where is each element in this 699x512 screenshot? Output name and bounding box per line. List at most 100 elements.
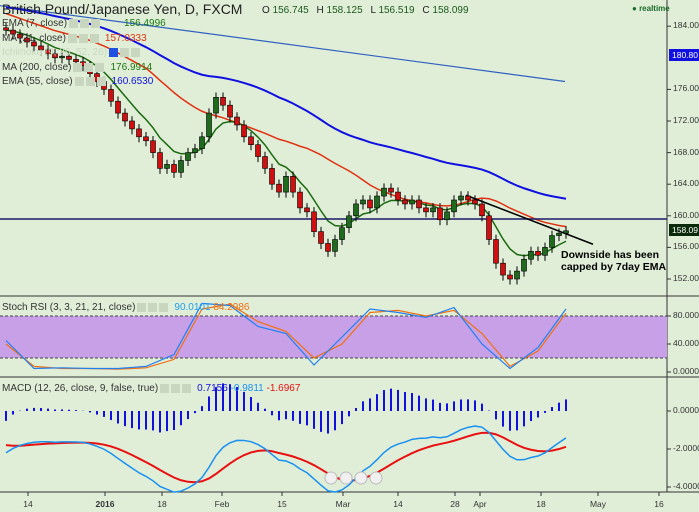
candle-body <box>472 199 478 205</box>
candle-body <box>437 207 443 221</box>
legend-ema55[interactable]: EMA (55, close) 160.6530 <box>2 76 153 87</box>
close-icon[interactable] <box>89 33 99 43</box>
candle-body <box>129 120 135 130</box>
candle-body <box>367 199 373 209</box>
candle-body <box>535 251 541 256</box>
candle-body <box>136 128 142 138</box>
candle-body <box>451 199 457 213</box>
visibility-icon[interactable] <box>160 383 170 393</box>
close-label: C <box>422 5 430 16</box>
candle-body <box>199 136 205 149</box>
legend-label: EMA (7, close) <box>2 18 68 29</box>
last-price-tag: 158.09 <box>669 224 699 236</box>
price-tick-label: 172.0000 <box>673 115 699 125</box>
candle-body <box>444 211 450 221</box>
stoch-d-value: 84.2986 <box>213 302 250 313</box>
legend-macd[interactable]: MACD (12, 26, close, 9, false, true) 0.71… <box>2 383 300 394</box>
candle-body <box>59 55 65 59</box>
legend-label: MACD (12, 26, close, 9, false, true) <box>2 383 159 394</box>
candle-body <box>430 207 436 213</box>
visibility-icon[interactable] <box>137 302 147 312</box>
date-tick-label: 16 <box>654 499 664 509</box>
visibility-icon[interactable] <box>67 33 77 43</box>
candle-body <box>150 140 156 153</box>
macd-hist-value: 0.7156 <box>197 383 228 394</box>
candle-body <box>318 231 324 244</box>
close-icon[interactable] <box>182 383 192 393</box>
candle-body <box>507 274 513 280</box>
macd-tick-label: 0.0000 <box>673 405 699 415</box>
price-tick-label: 164.0000 <box>673 178 699 189</box>
scroll-right-button[interactable] <box>369 471 383 485</box>
legend-ma21[interactable]: MA (21, close) 157.0333 <box>2 33 147 44</box>
ma200-line <box>0 5 566 83</box>
zoom-out-button[interactable] <box>339 471 353 485</box>
candle-body <box>416 199 422 209</box>
close-icon[interactable] <box>131 47 141 57</box>
candle-body <box>185 152 191 161</box>
close-icon[interactable] <box>95 62 105 72</box>
stoch-tick-label: 0.0000 <box>673 366 699 376</box>
legend-ema7[interactable]: EMA (7, close) 156.4996 <box>2 18 166 29</box>
candle-body <box>248 136 254 146</box>
open-value: 156.745 <box>272 5 309 16</box>
date-tick-label: 18 <box>157 499 167 509</box>
legend-label: MA (21, close) <box>2 33 66 44</box>
legend-label: Stoch RSI (3, 3, 21, 21, close) <box>2 302 136 313</box>
gear-icon[interactable] <box>78 33 88 43</box>
gear-icon[interactable] <box>80 18 90 28</box>
price-tick-label: 168.0000 <box>673 146 699 157</box>
macd-tick-label: -4.0000 <box>673 481 699 491</box>
candle-body <box>409 199 415 205</box>
candle-body <box>3 27 9 31</box>
date-tick-label: Feb <box>214 499 230 509</box>
candle-body <box>206 112 212 138</box>
date-tick-label: 18 <box>536 499 546 509</box>
gear-icon[interactable] <box>84 62 94 72</box>
gear-icon[interactable] <box>148 302 158 312</box>
realtime-indicator: ● realtime <box>632 4 670 13</box>
candle-body <box>10 29 16 35</box>
close-icon[interactable] <box>91 18 101 28</box>
open-label: O <box>262 5 270 16</box>
close-icon[interactable] <box>159 302 169 312</box>
gear-icon[interactable] <box>120 47 130 57</box>
legend-label: Ichimoku (9, 26, 52, 26) <box>2 47 108 58</box>
candle-body <box>178 160 184 173</box>
candle-body <box>122 112 128 122</box>
realtime-label: realtime <box>639 4 670 13</box>
zoom-in-button[interactable] <box>354 471 368 485</box>
gear-icon[interactable] <box>85 76 95 86</box>
close-icon[interactable] <box>96 76 106 86</box>
visibility-icon[interactable] <box>109 47 119 57</box>
candle-body <box>241 124 247 138</box>
stoch-k-line <box>5 302 567 370</box>
price-tick-label: 176.0000 <box>673 83 699 94</box>
close-value: 158.099 <box>432 5 469 16</box>
visibility-icon[interactable] <box>69 18 79 28</box>
symbol-title[interactable]: British Pound/Japanese Yen, D, FXCM <box>2 1 243 17</box>
legend-value: 160.6530 <box>111 76 154 87</box>
candle-body <box>374 195 380 209</box>
candle-body <box>108 89 114 102</box>
visibility-icon[interactable] <box>73 62 83 72</box>
legend-stoch-rsi[interactable]: Stoch RSI (3, 3, 21, 21, close) 90.0101 8… <box>2 302 250 313</box>
legend-ichimoku[interactable]: Ichimoku (9, 26, 52, 26) <box>2 47 141 58</box>
visibility-icon[interactable] <box>74 76 84 86</box>
date-tick-label: 2016 <box>95 499 115 509</box>
candle-body <box>563 230 569 234</box>
scroll-left-button[interactable] <box>324 471 338 485</box>
candle-body <box>402 199 408 205</box>
downtrend-line <box>465 194 594 245</box>
date-tick-label: 14 <box>393 499 403 509</box>
price-tick-label: 156.0000 <box>673 241 699 252</box>
candle-body <box>346 215 352 228</box>
legend-ma200[interactable]: MA (200, close) 176.9914 <box>2 62 152 73</box>
gear-icon[interactable] <box>171 383 181 393</box>
date-tick-label: 14 <box>23 499 33 509</box>
stoch-band <box>0 316 667 358</box>
candle-body <box>290 176 296 193</box>
candle-body <box>493 239 499 264</box>
candle-body <box>388 187 394 193</box>
